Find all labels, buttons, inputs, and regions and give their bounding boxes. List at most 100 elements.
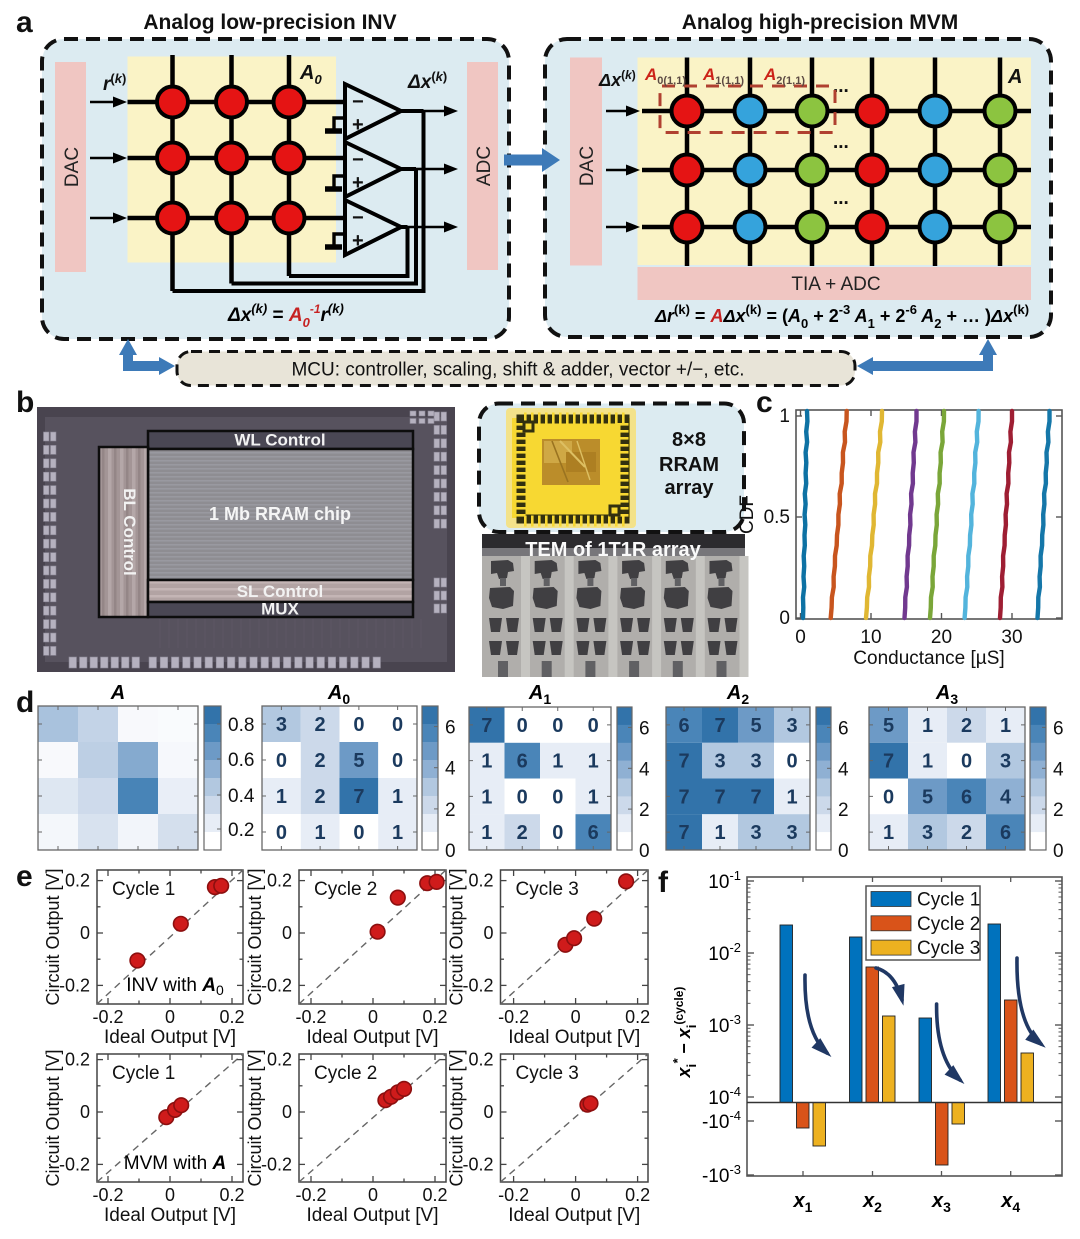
svg-text:3: 3 [1000,751,1011,773]
svg-text:5: 5 [883,715,894,737]
svg-text:A: A [1007,66,1022,88]
svg-text:6: 6 [1053,718,1064,739]
svg-text:Circuit Output [V]: Circuit Output [V] [447,868,467,1005]
svg-text:1: 1 [883,822,894,844]
svg-text:-0.2: -0.2 [92,1185,123,1205]
svg-text:1: 1 [315,822,326,844]
svg-text:0: 0 [276,822,287,844]
svg-text:10: 10 [860,627,881,648]
svg-text:-0.2: -0.2 [261,1154,292,1174]
svg-text:0: 0 [80,923,90,943]
svg-text:1: 1 [922,715,933,737]
svg-text:6: 6 [639,718,650,739]
svg-text:A: A [110,682,125,704]
svg-text:7: 7 [353,786,364,808]
svg-text:...: ... [833,132,849,153]
svg-text:1: 1 [481,822,492,844]
svg-text:ADC: ADC [474,146,495,186]
svg-text:4: 4 [445,759,456,780]
svg-text:RRAM: RRAM [659,454,719,476]
svg-text:3: 3 [750,822,761,844]
svg-text:+: + [352,230,364,252]
svg-text:7: 7 [714,715,725,737]
svg-text:-0.2: -0.2 [498,1185,529,1205]
svg-text:0: 0 [517,715,528,737]
svg-text:INV with A0: INV with A0 [126,975,224,998]
svg-text:0: 0 [571,1007,581,1027]
svg-text:0.2: 0.2 [625,1007,650,1027]
svg-text:1: 1 [552,751,563,773]
svg-text:Ideal Output [V]: Ideal Output [V] [104,1205,236,1226]
svg-text:0.2: 0.2 [65,1050,90,1070]
svg-text:0: 0 [795,627,806,648]
svg-text:5: 5 [750,715,761,737]
svg-text:0: 0 [961,751,972,773]
svg-text:Cycle 3: Cycle 3 [516,1063,579,1084]
svg-text:0: 0 [639,841,650,862]
svg-text:2: 2 [639,800,650,821]
svg-text:0.4: 0.4 [228,786,255,807]
svg-text:0: 0 [368,1007,378,1027]
svg-text:1: 1 [922,751,933,773]
svg-text:1: 1 [481,786,492,808]
svg-text:0: 0 [588,715,599,737]
svg-text:0: 0 [353,714,364,736]
svg-text:Cycle 2: Cycle 2 [314,1063,377,1084]
svg-text:2: 2 [445,800,456,821]
svg-text:7: 7 [481,715,492,737]
svg-text:6: 6 [1000,822,1011,844]
svg-text:0: 0 [838,841,849,862]
svg-text:2: 2 [961,715,972,737]
svg-text:Δx(k): Δx(k) [407,69,447,93]
svg-text:7: 7 [883,751,894,773]
svg-text:-0.2: -0.2 [295,1007,326,1027]
svg-text:array: array [665,477,715,499]
svg-text:DAC: DAC [62,147,83,187]
svg-text:CDF: CDF [737,495,758,534]
svg-text:Analog high-precision MVM: Analog high-precision MVM [682,11,959,34]
svg-text:0.2: 0.2 [267,871,292,891]
svg-text:0: 0 [276,750,287,772]
svg-text:SL Control: SL Control [237,582,324,601]
svg-text:0: 0 [883,786,894,808]
svg-text:0: 0 [445,841,456,862]
svg-text:0: 0 [786,751,797,773]
svg-text:−: − [352,207,364,229]
svg-text:+: + [352,114,364,136]
svg-text:r(k): r(k) [103,71,126,95]
svg-text:BL Control: BL Control [120,488,139,576]
svg-text:0.5: 0.5 [764,507,790,528]
svg-text:Ideal Output [V]: Ideal Output [V] [508,1027,640,1048]
svg-text:-0.2: -0.2 [59,975,90,995]
svg-text:7: 7 [678,786,689,808]
svg-text:3: 3 [750,751,761,773]
svg-text:Cycle 2: Cycle 2 [917,914,980,935]
svg-text:4: 4 [838,759,849,780]
svg-text:1: 1 [786,786,797,808]
svg-text:Circuit Output [V]: Circuit Output [V] [245,1049,265,1186]
svg-text:Δr(k) = AΔx(k) = (A0 + 2-3 A1: Δr(k) = AΔx(k) = (A0 + 2-3 A1 + 2-6 A2 +… [654,302,1029,331]
svg-text:...: ... [833,188,849,209]
svg-text:8×8: 8×8 [672,429,706,451]
svg-text:1: 1 [481,751,492,773]
svg-text:1: 1 [1000,715,1011,737]
svg-text:3: 3 [922,822,933,844]
svg-text:Δx(k) = A0-1r(k): Δx(k) = A0-1r(k) [227,301,344,330]
svg-text:d: d [16,686,34,719]
svg-text:2: 2 [315,786,326,808]
svg-text:0: 0 [552,715,563,737]
svg-text:5: 5 [353,750,364,772]
svg-text:0: 0 [552,822,563,844]
svg-text:0: 0 [483,923,493,943]
svg-text:Ideal Output [V]: Ideal Output [V] [104,1027,236,1048]
svg-text:4: 4 [639,759,650,780]
svg-text:0.2: 0.2 [422,1007,447,1027]
svg-text:0: 0 [483,1102,493,1122]
svg-text:TEM of 1T1R array: TEM of 1T1R array [525,539,701,561]
svg-text:6: 6 [445,718,456,739]
svg-text:7: 7 [714,786,725,808]
svg-text:0: 0 [779,608,790,629]
svg-text:-0.2: -0.2 [295,1185,326,1205]
svg-text:30: 30 [1001,627,1022,648]
svg-text:0.8: 0.8 [228,715,254,736]
